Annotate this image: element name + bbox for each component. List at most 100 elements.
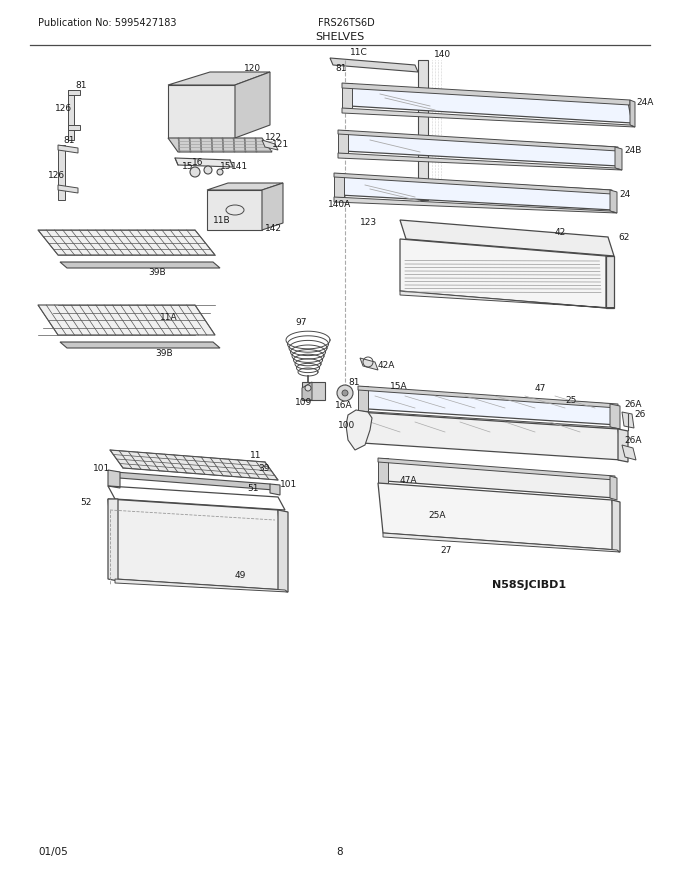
Polygon shape xyxy=(360,388,618,425)
Polygon shape xyxy=(168,72,270,85)
Circle shape xyxy=(204,166,212,174)
Polygon shape xyxy=(60,342,220,348)
Polygon shape xyxy=(302,382,325,400)
Polygon shape xyxy=(302,382,312,400)
Polygon shape xyxy=(378,458,615,480)
Polygon shape xyxy=(358,386,368,411)
Polygon shape xyxy=(168,138,272,152)
Text: 24B: 24B xyxy=(624,145,641,155)
Text: FRS26TS6D: FRS26TS6D xyxy=(318,18,375,28)
Text: 47: 47 xyxy=(535,384,546,392)
Polygon shape xyxy=(418,60,428,200)
Polygon shape xyxy=(610,476,617,500)
Text: 26A: 26A xyxy=(624,400,641,408)
Polygon shape xyxy=(336,175,613,210)
Text: 15: 15 xyxy=(220,162,231,171)
Polygon shape xyxy=(108,470,120,488)
Text: 15A: 15A xyxy=(390,382,407,391)
Text: 140: 140 xyxy=(434,49,451,58)
Polygon shape xyxy=(330,58,418,72)
Polygon shape xyxy=(262,140,278,150)
Polygon shape xyxy=(400,291,614,308)
Polygon shape xyxy=(606,256,614,308)
Polygon shape xyxy=(615,147,622,170)
Polygon shape xyxy=(278,510,288,592)
Polygon shape xyxy=(358,411,620,429)
Polygon shape xyxy=(168,85,235,138)
Text: 81: 81 xyxy=(348,378,360,386)
Polygon shape xyxy=(630,100,635,127)
Polygon shape xyxy=(612,500,620,552)
Polygon shape xyxy=(68,125,80,130)
Text: 26: 26 xyxy=(634,409,645,419)
Text: 140A: 140A xyxy=(328,200,352,209)
Text: 25A: 25A xyxy=(428,510,445,519)
Text: 142: 142 xyxy=(265,224,282,232)
Text: 123: 123 xyxy=(360,217,377,226)
Polygon shape xyxy=(255,138,257,152)
Polygon shape xyxy=(622,412,634,428)
Polygon shape xyxy=(340,132,618,166)
Polygon shape xyxy=(342,108,635,127)
Text: 39B: 39B xyxy=(155,348,173,357)
Text: 109: 109 xyxy=(295,398,312,407)
Polygon shape xyxy=(58,185,78,193)
Polygon shape xyxy=(222,138,224,152)
Polygon shape xyxy=(108,499,118,581)
Polygon shape xyxy=(334,197,617,213)
Text: 47A: 47A xyxy=(400,475,418,485)
Text: 49: 49 xyxy=(235,570,246,580)
Polygon shape xyxy=(262,183,283,230)
Polygon shape xyxy=(68,90,80,95)
Text: 42A: 42A xyxy=(378,361,395,370)
Polygon shape xyxy=(338,153,622,170)
Circle shape xyxy=(342,390,348,396)
Text: 16A: 16A xyxy=(335,400,353,409)
Polygon shape xyxy=(383,533,620,552)
Polygon shape xyxy=(207,190,262,230)
Text: 101: 101 xyxy=(93,464,110,473)
Polygon shape xyxy=(207,183,283,190)
Text: 81: 81 xyxy=(75,80,86,90)
Polygon shape xyxy=(610,190,617,213)
Polygon shape xyxy=(270,484,280,495)
Polygon shape xyxy=(618,429,628,462)
Polygon shape xyxy=(178,138,180,152)
Text: SHELVES: SHELVES xyxy=(316,32,364,42)
Polygon shape xyxy=(115,472,274,490)
Text: N58SJCIBD1: N58SJCIBD1 xyxy=(492,580,566,590)
Text: 11A: 11A xyxy=(160,312,177,321)
Polygon shape xyxy=(38,305,215,335)
Polygon shape xyxy=(189,138,191,152)
Polygon shape xyxy=(115,579,288,592)
Polygon shape xyxy=(610,404,620,429)
Text: 120: 120 xyxy=(244,63,261,72)
Text: 16: 16 xyxy=(192,158,203,166)
Text: 101: 101 xyxy=(280,480,297,488)
Polygon shape xyxy=(60,262,220,268)
Text: 52: 52 xyxy=(80,497,91,507)
Text: 97: 97 xyxy=(295,318,307,326)
Text: 121: 121 xyxy=(272,140,289,149)
Text: 39B: 39B xyxy=(148,268,166,276)
Text: 24A: 24A xyxy=(636,98,653,106)
Polygon shape xyxy=(233,138,235,152)
Text: 122: 122 xyxy=(265,133,282,142)
Polygon shape xyxy=(378,458,388,483)
Polygon shape xyxy=(342,83,630,105)
Polygon shape xyxy=(345,85,632,123)
Circle shape xyxy=(337,385,353,401)
Text: 25: 25 xyxy=(565,395,577,405)
Polygon shape xyxy=(338,130,348,153)
Polygon shape xyxy=(58,145,78,153)
Text: 51: 51 xyxy=(247,483,258,493)
Polygon shape xyxy=(400,220,614,256)
Polygon shape xyxy=(58,145,65,200)
Text: Publication No: 5995427183: Publication No: 5995427183 xyxy=(38,18,177,28)
Polygon shape xyxy=(175,158,233,167)
Text: 126: 126 xyxy=(48,171,65,180)
Polygon shape xyxy=(380,460,615,498)
Text: 141: 141 xyxy=(231,162,248,171)
Text: 15: 15 xyxy=(182,162,194,171)
Circle shape xyxy=(190,167,200,177)
